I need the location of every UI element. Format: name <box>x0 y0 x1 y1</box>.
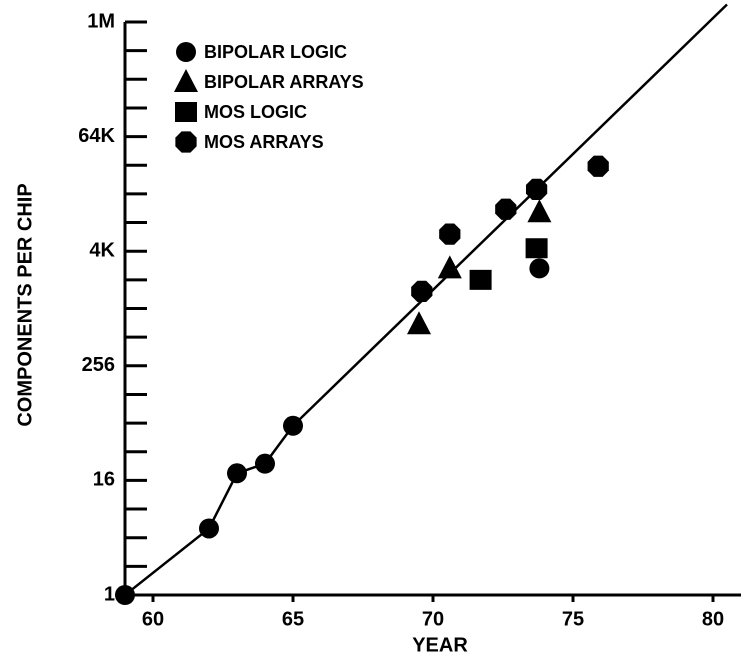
data-point <box>525 178 548 200</box>
y-tick-label: 64K <box>78 125 115 147</box>
y-tick-label: 256 <box>82 354 115 376</box>
legend-marker <box>176 42 196 62</box>
x-tick-label: 80 <box>702 608 724 630</box>
trend-line <box>124 3 728 596</box>
legend-label: BIPOLAR ARRAYS <box>204 72 364 92</box>
data-point <box>407 311 431 335</box>
data-point <box>437 255 462 279</box>
legend-marker <box>174 69 198 92</box>
y-axis-label: COMPONENTS PER CHIP <box>14 183 36 426</box>
legend-label: MOS LOGIC <box>204 102 307 122</box>
data-point <box>469 269 492 290</box>
data-point <box>527 199 552 223</box>
data-point <box>411 280 433 302</box>
data-point <box>439 223 461 245</box>
x-tick-label: 75 <box>562 608 584 630</box>
data-point <box>227 463 247 484</box>
x-tick-label: 60 <box>142 608 164 630</box>
legend-marker <box>175 131 197 153</box>
x-axis-label: YEAR <box>412 634 468 656</box>
x-tick-label: 70 <box>422 608 444 630</box>
y-tick-label: 16 <box>93 469 115 491</box>
data-point <box>199 518 219 539</box>
data-point <box>587 155 609 177</box>
data-point <box>525 238 548 259</box>
legend-marker <box>175 102 197 122</box>
legend-label: MOS ARRAYS <box>204 132 324 152</box>
data-point <box>495 198 517 220</box>
y-tick-label: 4K <box>89 239 115 261</box>
data-point <box>115 585 135 605</box>
y-tick-label: 1M <box>87 10 115 32</box>
data-point <box>255 453 275 474</box>
legend-label: BIPOLAR LOGIC <box>204 42 347 62</box>
data-point <box>283 415 303 436</box>
data-point <box>529 258 550 279</box>
y-tick-label: 1 <box>104 583 115 605</box>
x-tick-label: 65 <box>282 608 304 630</box>
